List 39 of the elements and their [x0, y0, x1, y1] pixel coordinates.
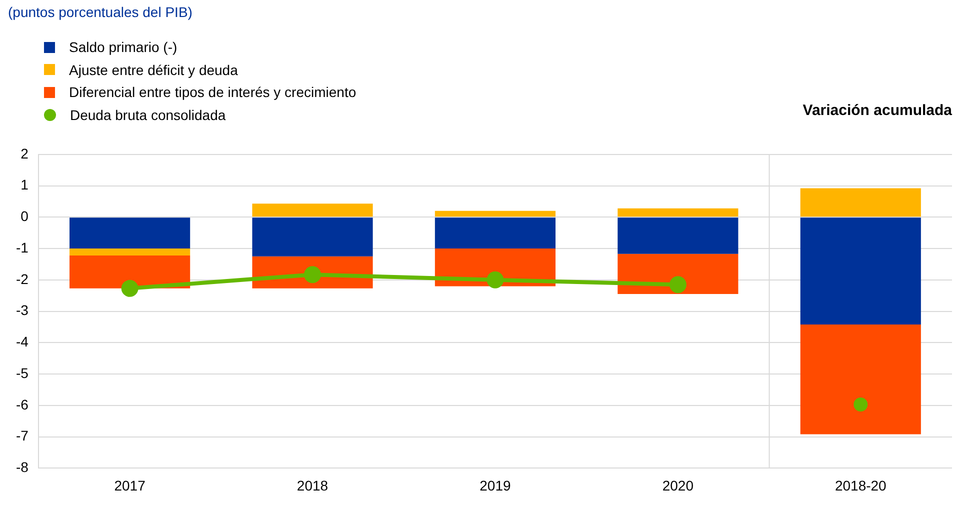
y-tick-label: -1	[16, 239, 29, 256]
y-tick-label: -4	[16, 334, 29, 350]
y-tick-label: -8	[16, 459, 29, 476]
bar	[618, 254, 738, 294]
bar	[618, 208, 738, 217]
y-tick-label: -3	[16, 302, 29, 318]
y-tick-label: 0	[20, 208, 29, 224]
point	[304, 266, 322, 284]
bar	[800, 188, 921, 217]
bar	[434, 210, 556, 217]
x-tick-label: 2018-20	[834, 477, 887, 494]
point	[486, 271, 504, 288]
bar	[800, 218, 921, 324]
y-tick-label: 1	[20, 176, 29, 193]
text: Variación acumulada	[802, 102, 952, 119]
legend-label: Ajuste entre déficit y deuda	[69, 62, 238, 78]
bar	[434, 218, 556, 249]
point	[669, 276, 686, 294]
bar	[618, 218, 738, 254]
y-tick-label: 2	[20, 145, 29, 162]
x-tick-label: 2018	[296, 477, 328, 494]
bar	[252, 218, 373, 256]
legend-label: Diferencial entre tipos de interés y crecimiento	[69, 84, 356, 100]
y-tick-label: -6	[16, 396, 29, 412]
point	[121, 280, 138, 297]
bar	[70, 218, 190, 249]
x-tick-label: 2019	[480, 477, 512, 494]
x-tick-label: 2017	[114, 477, 146, 494]
y-tick-label: -7	[16, 428, 29, 444]
legend-label: Deuda bruta consolidada	[70, 106, 226, 123]
bar	[800, 324, 921, 434]
y-tick-label: -5	[16, 364, 29, 381]
y-tick-label: -2	[16, 270, 29, 287]
bar	[70, 255, 190, 288]
chart-subtitle: (puntos porcentuales del PIB)	[8, 4, 192, 20]
x-tick-label: 2020	[662, 477, 694, 494]
bar	[252, 204, 373, 217]
bar	[70, 248, 190, 256]
legend-label: Saldo primario (-)	[69, 39, 178, 56]
